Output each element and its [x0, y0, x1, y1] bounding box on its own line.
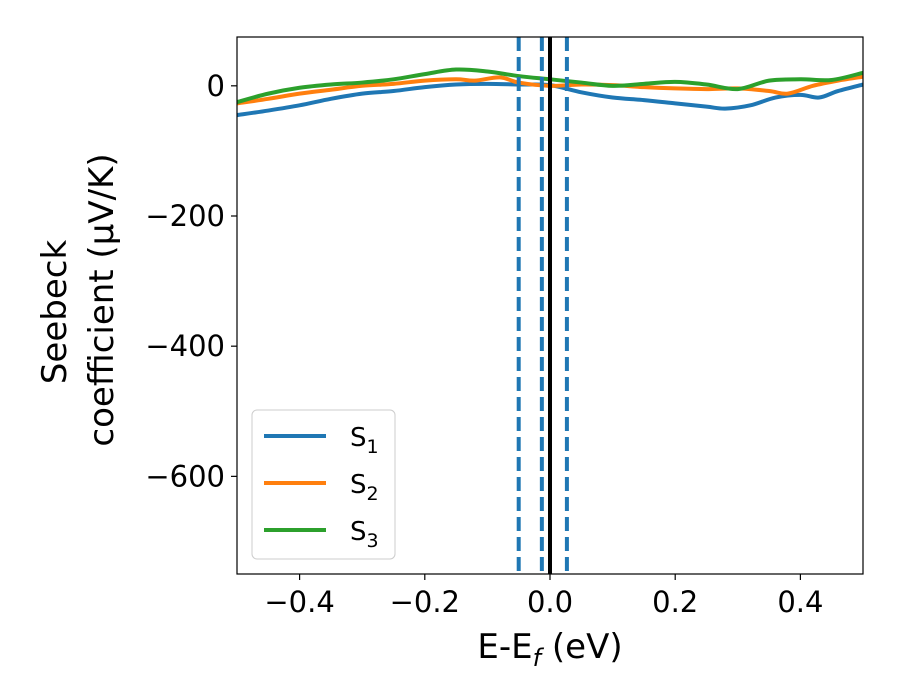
x-axis-label: E-Ef (eV) [477, 627, 622, 672]
y-axis-label-line2: coefficient (μV/K) [82, 153, 122, 446]
x-axis: −0.4 −0.2 0.0 0.2 0.4 [264, 574, 823, 619]
legend-label-s2: S2 [350, 470, 379, 505]
x-tick-label: 0.2 [652, 585, 698, 619]
y-tick-label: 0 [207, 69, 225, 103]
y-tick-label: −200 [145, 199, 225, 233]
legend-label-s3: S3 [350, 517, 379, 552]
y-axis-label-line1: Seebeck [35, 240, 75, 385]
legend-label-s1: S1 [350, 423, 379, 458]
x-tick-label: −0.2 [390, 585, 460, 619]
legend: S1 S2 S3 [251, 409, 396, 560]
y-tick-label: −600 [145, 459, 225, 493]
y-tick-label: −400 [145, 329, 225, 363]
x-tick-label: 0.4 [777, 585, 823, 619]
x-tick-label: 0.0 [527, 585, 573, 619]
x-tick-label: −0.4 [264, 585, 334, 619]
series-line-s1 [237, 81, 863, 118]
reference-lines [516, 37, 569, 574]
y-axis: 0 −200 −400 −600 [145, 69, 237, 493]
